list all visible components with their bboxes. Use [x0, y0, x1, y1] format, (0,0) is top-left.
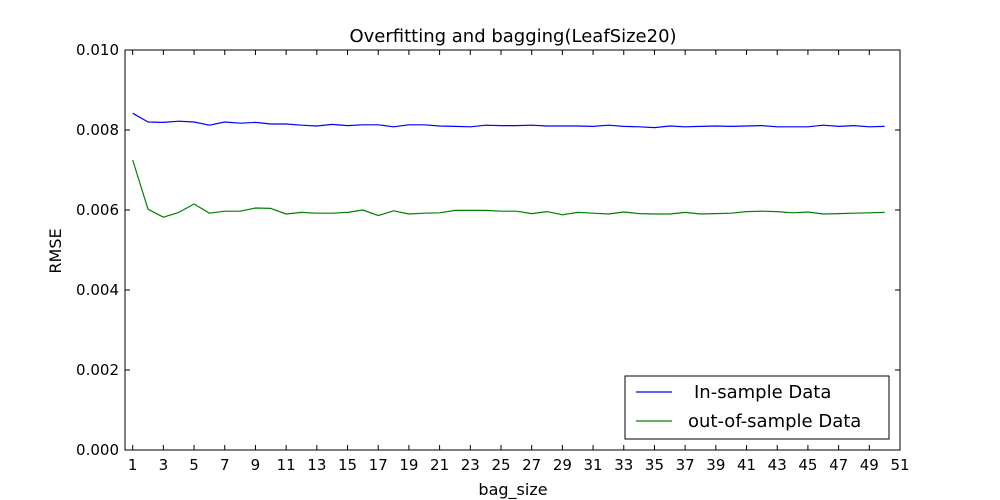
x-tick-label: 17 [369, 456, 388, 474]
series-line-0 [132, 112, 885, 129]
legend-label-in-sample: In-sample Data [694, 382, 831, 403]
legend-label-out-of-sample: out-of-sample Data [688, 411, 861, 432]
y-axis-label: RMSE [46, 228, 65, 273]
chart-title: Overfitting and bagging(LeafSize20) [349, 26, 676, 47]
x-tick-label: 45 [798, 456, 817, 474]
y-tick-label: 0.004 [76, 281, 119, 299]
y-tick-label: 0.002 [76, 361, 119, 379]
series-line-1 [132, 159, 885, 218]
y-axis-ticks: 0.000 0.002 0.004 0.006 0.008 0.010 [76, 41, 900, 459]
x-tick-label: 29 [553, 456, 572, 474]
x-tick-label: 3 [159, 456, 169, 474]
legend: In-sample Data out-of-sample Data [624, 375, 890, 440]
x-tick-label: 13 [307, 456, 326, 474]
legend-box [624, 375, 890, 440]
x-tick-label: 1 [128, 456, 138, 474]
x-tick-label: 15 [338, 456, 357, 474]
x-tick-label: 7 [220, 456, 230, 474]
y-tick-label: 0.000 [76, 441, 119, 459]
x-tick-label: 39 [706, 456, 725, 474]
x-tick-label: 51 [890, 456, 909, 474]
y-tick-label: 0.010 [76, 41, 119, 59]
x-tick-label: 19 [399, 456, 418, 474]
x-tick-label: 5 [189, 456, 199, 474]
x-tick-label: 47 [829, 456, 848, 474]
x-axis-ticks: 1 3 5 7 9 11 13 15 17 19 21 23 25 27 29 31 33 35 37 39 41 43 4… [128, 50, 910, 474]
x-tick-label: 35 [645, 456, 664, 474]
y-tick-label: 0.006 [76, 201, 119, 219]
x-tick-label: 9 [251, 456, 261, 474]
x-tick-label: 33 [614, 456, 633, 474]
x-tick-label: 25 [491, 456, 510, 474]
y-tick-label: 0.008 [76, 121, 119, 139]
x-tick-label: 31 [584, 456, 603, 474]
x-tick-label: 21 [430, 456, 449, 474]
x-tick-label: 43 [768, 456, 787, 474]
series-layer [132, 112, 885, 218]
x-tick-label: 49 [860, 456, 879, 474]
x-tick-label: 23 [461, 456, 480, 474]
x-tick-label: 37 [676, 456, 695, 474]
x-tick-label: 11 [277, 456, 296, 474]
x-tick-label: 27 [522, 456, 541, 474]
x-tick-label: 41 [737, 456, 756, 474]
x-axis-label: bag_size [478, 480, 547, 500]
